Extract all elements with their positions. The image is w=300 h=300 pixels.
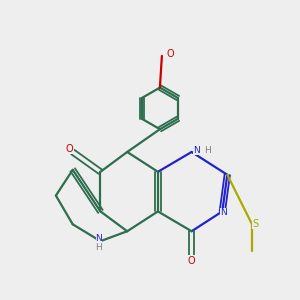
Text: H: H [205, 146, 211, 155]
Text: N: N [194, 146, 200, 155]
Text: H: H [96, 243, 102, 252]
Text: O: O [66, 144, 74, 154]
Text: N: N [96, 234, 102, 243]
Text: N: N [220, 208, 227, 217]
Text: S: S [252, 219, 258, 229]
Text: O: O [188, 256, 195, 266]
Text: O: O [167, 50, 174, 59]
